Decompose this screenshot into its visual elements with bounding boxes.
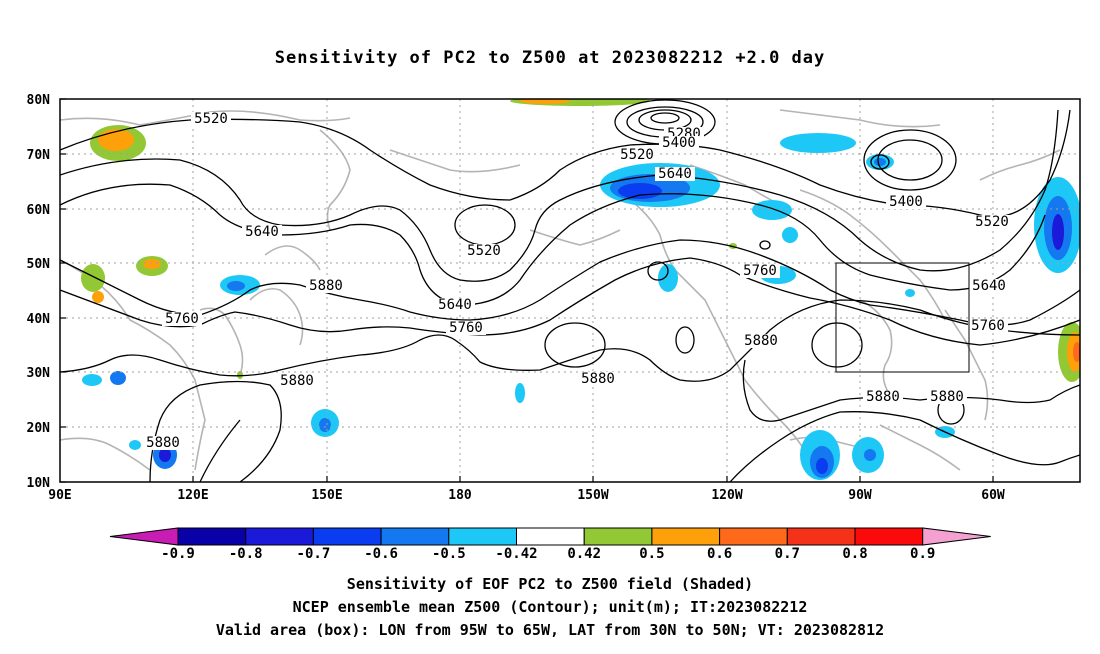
map-plot-area: 5520564057605880528054005520564055205640…: [60, 99, 1080, 482]
colorbar: -0.9 -0.8 -0.7 -0.6 -0.5 -0.42 0.42 0.5 0.6 0.7 0.…: [109, 527, 991, 562]
contour-label: 5880: [744, 333, 778, 349]
lon-label: 180: [448, 488, 472, 503]
caption-line-2: NCEP ensemble mean Z500 (Contour); unit(…: [292, 598, 808, 616]
contour-label-bg: [143, 436, 183, 450]
lat-label: 80N: [27, 93, 51, 108]
contour-label-bg: [863, 390, 903, 404]
contour-label-bg: [741, 334, 781, 348]
contour-label-bg: [655, 167, 695, 181]
colorbar-swatch: [786, 527, 856, 546]
contour-label-bg: [242, 225, 282, 239]
contour-label: 5880: [930, 389, 964, 405]
map-frame: [59, 98, 1081, 483]
contour-label: 5880: [866, 389, 900, 405]
colorbar-max-arrow: [922, 527, 991, 546]
contour-label: 5880: [309, 278, 343, 294]
contour-label: 5760: [165, 311, 199, 327]
map-title: Sensitivity of PC2 to Z500 at 2023082212…: [274, 48, 826, 68]
colorbar-label: -0.8: [229, 546, 263, 562]
colorbar-swatch: [380, 527, 450, 546]
contour-label-bg: [446, 321, 486, 335]
colorbar-label: -0.9: [161, 546, 195, 562]
contour-label-bg: [927, 390, 967, 404]
contour-label: 5640: [438, 297, 472, 313]
contour-label: 5760: [449, 320, 483, 336]
colorbar-swatch: [854, 527, 924, 546]
colorbar-swatch: [516, 527, 585, 546]
lat-label: 20N: [27, 421, 51, 436]
lon-label: 120E: [177, 488, 208, 503]
contour-label-bg: [972, 215, 1012, 229]
lat-label: 60N: [27, 203, 51, 218]
contour-label: 5640: [972, 278, 1006, 294]
colorbar-swatch: [583, 527, 653, 546]
contour-label-bg: [968, 319, 1008, 333]
contour-label-bg: [969, 279, 1009, 293]
contour-label: 5880: [280, 373, 314, 389]
lon-label: 60W: [981, 488, 1005, 503]
colorbar-label: 0.8: [842, 546, 867, 562]
colorbar-label: 0.42: [567, 546, 601, 562]
lon-label: 150E: [311, 488, 342, 503]
caption-line-1: Sensitivity of EOF PC2 to Z500 field (Sh…: [346, 575, 754, 593]
contour-label: 5400: [889, 194, 923, 210]
colorbar-label: -0.6: [364, 546, 398, 562]
lon-label: 150W: [577, 488, 608, 503]
contour-labels: 5520564057605880528054005520564055205640…: [143, 111, 1012, 451]
contour-label: 5520: [194, 111, 228, 127]
contour-label: 5760: [971, 318, 1005, 334]
colorbar-swatch: [312, 527, 382, 546]
contour-label-bg: [578, 372, 618, 386]
lat-label: 40N: [27, 312, 51, 327]
axis-ticks: [60, 98, 994, 483]
colorbar-min-arrow: [109, 527, 179, 546]
colorbar-swatch: [245, 527, 314, 546]
lat-labels: 80N 70N 60N 50N 40N 30N 20N 10N: [27, 93, 51, 491]
contour-label-bg: [191, 112, 231, 126]
contour-label: 5400: [662, 135, 696, 151]
contour-label-bg: [306, 279, 346, 293]
coastlines: [60, 109, 1061, 471]
contour-label: 5520: [467, 243, 501, 259]
contour-label-bg: [886, 195, 926, 209]
contour-label-bg: [617, 148, 657, 162]
caption-line-3: Valid area (box): LON from 95W to 65W, L…: [215, 621, 885, 639]
colorbar-label: -0.5: [432, 546, 466, 562]
contour-label-bg: [277, 374, 317, 388]
valid-area-box: [835, 262, 970, 373]
contour-label: 5640: [658, 166, 692, 182]
colorbar-label: -0.42: [495, 546, 537, 562]
contour-label: 5880: [581, 371, 615, 387]
contour-label-bg: [659, 136, 699, 150]
lon-labels: 90E 120E 150E 180 150W 120W 90W 60W: [48, 488, 1005, 503]
colorbar-label: 0.5: [639, 546, 664, 562]
colorbar-swatch: [448, 527, 517, 546]
contour-label: 5640: [245, 224, 279, 240]
lat-label: 30N: [27, 366, 51, 381]
lat-label: 70N: [27, 148, 51, 163]
graticule: [60, 99, 1080, 482]
contour-label: 5520: [620, 147, 654, 163]
contour-label: 5760: [743, 263, 777, 279]
colorbar-label: -0.7: [297, 546, 331, 562]
contour-label-bg: [162, 312, 202, 326]
lon-label: 90W: [848, 488, 872, 503]
contour-label-bg: [464, 244, 504, 258]
lon-label: 120W: [711, 488, 742, 503]
colorbar-swatch: [651, 527, 721, 546]
colorbar-label: 0.7: [775, 546, 800, 562]
contour-label: 5520: [975, 214, 1009, 230]
colorbar-label: 0.9: [910, 546, 935, 562]
colorbar-swatch: [719, 527, 788, 546]
colorbar-swatch: [177, 527, 247, 546]
lon-label: 90E: [48, 488, 71, 503]
contour-label: 5880: [146, 435, 180, 451]
lat-label: 50N: [27, 257, 51, 272]
contour-label-bg: [740, 264, 780, 278]
lat-label: 10N: [27, 476, 51, 491]
colorbar-label: 0.6: [707, 546, 732, 562]
contour-label-bg: [435, 298, 475, 312]
